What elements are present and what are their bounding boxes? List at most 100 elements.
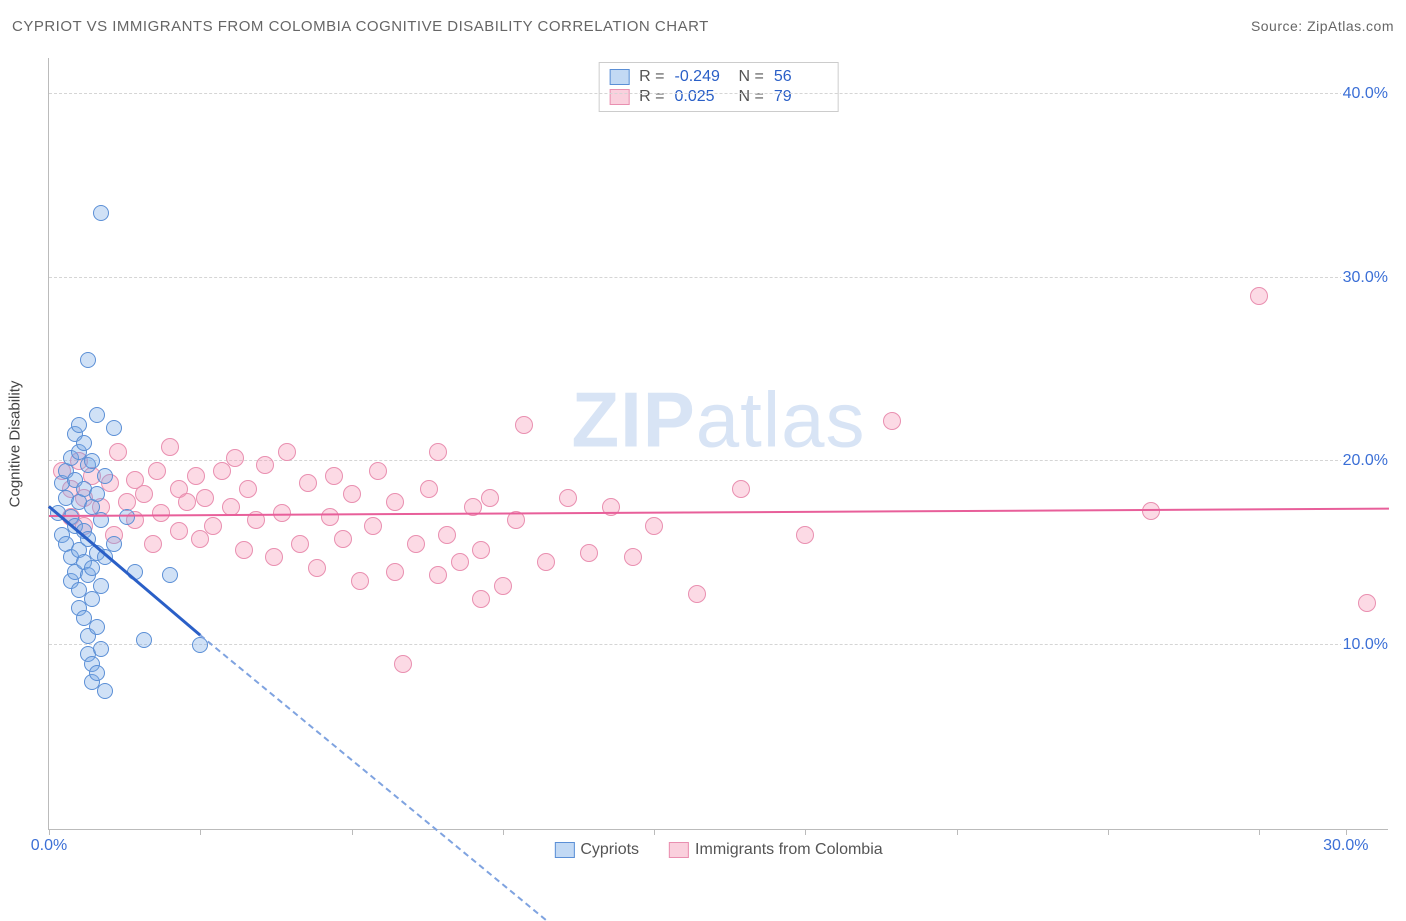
legend-label: Immigrants from Colombia — [695, 841, 883, 858]
x-tick — [1346, 829, 1347, 835]
scatter-point-pink — [334, 530, 352, 548]
x-tick — [352, 829, 353, 835]
chart-title: CYPRIOT VS IMMIGRANTS FROM COLOMBIA COGN… — [12, 18, 709, 35]
scatter-point-pink — [1358, 594, 1376, 612]
legend-swatch-blue — [554, 842, 574, 858]
trend-line — [49, 507, 1389, 516]
bottom-legend: Cypriots Immigrants from Colombia — [554, 841, 882, 859]
scatter-point-pink — [481, 489, 499, 507]
scatter-point-pink — [325, 467, 343, 485]
y-axis-label: Cognitive Disability — [7, 380, 24, 507]
r-label: R = — [639, 68, 664, 86]
scatter-point-blue — [136, 632, 152, 648]
scatter-point-blue — [97, 683, 113, 699]
scatter-point-pink — [386, 493, 404, 511]
scatter-point-pink — [429, 566, 447, 584]
scatter-point-blue — [93, 641, 109, 657]
scatter-point-pink — [537, 553, 555, 571]
scatter-point-pink — [278, 443, 296, 461]
n-label: N = — [739, 68, 764, 86]
scatter-point-pink — [688, 585, 706, 603]
scatter-point-pink — [161, 438, 179, 456]
scatter-point-pink — [494, 577, 512, 595]
scatter-point-blue — [80, 352, 96, 368]
x-tick — [1108, 829, 1109, 835]
scatter-point-pink — [732, 480, 750, 498]
scatter-point-pink — [144, 535, 162, 553]
gridline — [49, 277, 1388, 278]
scatter-point-pink — [239, 480, 257, 498]
scatter-point-pink — [796, 526, 814, 544]
gridline — [49, 644, 1388, 645]
legend-swatch-pink — [669, 842, 689, 858]
x-tick — [503, 829, 504, 835]
watermark-zip: ZIP — [571, 376, 695, 464]
scatter-point-blue — [93, 578, 109, 594]
scatter-point-pink — [451, 553, 469, 571]
n-label: N = — [739, 88, 764, 106]
scatter-point-pink — [196, 489, 214, 507]
scatter-point-pink — [321, 508, 339, 526]
trend-line — [200, 634, 547, 920]
scatter-point-pink — [369, 462, 387, 480]
scatter-point-blue — [89, 407, 105, 423]
scatter-point-pink — [343, 485, 361, 503]
y-tick-label: 40.0% — [1341, 85, 1390, 103]
source-label: Source: ZipAtlas.com — [1251, 18, 1394, 35]
scatter-point-pink — [624, 548, 642, 566]
scatter-point-pink — [515, 416, 533, 434]
legend-swatch-blue — [609, 69, 629, 85]
scatter-point-pink — [420, 480, 438, 498]
gridline — [49, 460, 1388, 461]
scatter-point-pink — [299, 474, 317, 492]
scatter-point-pink — [559, 489, 577, 507]
scatter-point-pink — [351, 572, 369, 590]
y-tick-label: 30.0% — [1341, 269, 1390, 287]
scatter-point-pink — [187, 467, 205, 485]
y-tick-label: 20.0% — [1341, 452, 1390, 470]
watermark: ZIPatlas — [571, 375, 865, 466]
x-tick — [1259, 829, 1260, 835]
scatter-point-pink — [386, 563, 404, 581]
scatter-point-pink — [152, 504, 170, 522]
scatter-point-blue — [106, 536, 122, 552]
scatter-point-pink — [265, 548, 283, 566]
scatter-point-blue — [93, 205, 109, 221]
watermark-atlas: atlas — [696, 376, 866, 464]
x-tick — [957, 829, 958, 835]
scatter-point-pink — [472, 541, 490, 559]
scatter-point-pink — [429, 443, 447, 461]
title-bar: CYPRIOT VS IMMIGRANTS FROM COLOMBIA COGN… — [12, 18, 1394, 35]
n-value: 79 — [774, 88, 828, 106]
scatter-point-pink — [170, 522, 188, 540]
scatter-point-pink — [364, 517, 382, 535]
r-value: -0.249 — [675, 68, 729, 86]
legend-label: Cypriots — [580, 841, 639, 858]
stats-row: R =0.025N =79 — [609, 87, 828, 107]
scatter-point-blue — [84, 453, 100, 469]
scatter-point-blue — [84, 560, 100, 576]
scatter-point-pink — [645, 517, 663, 535]
x-tick — [200, 829, 201, 835]
scatter-point-pink — [148, 462, 166, 480]
legend-item: Immigrants from Colombia — [669, 841, 883, 859]
r-label: R = — [639, 88, 664, 106]
scatter-point-blue — [71, 417, 87, 433]
scatter-point-pink — [256, 456, 274, 474]
legend-item: Cypriots — [554, 841, 639, 859]
scatter-point-pink — [883, 412, 901, 430]
scatter-point-pink — [308, 559, 326, 577]
scatter-point-pink — [394, 655, 412, 673]
scatter-point-blue — [106, 420, 122, 436]
scatter-point-blue — [89, 486, 105, 502]
scatter-point-blue — [76, 435, 92, 451]
x-tick-label: 30.0% — [1323, 837, 1368, 855]
scatter-point-pink — [438, 526, 456, 544]
scatter-point-pink — [1142, 502, 1160, 520]
scatter-point-pink — [109, 443, 127, 461]
scatter-point-pink — [1250, 287, 1268, 305]
stats-legend-box: R =-0.249N =56R =0.025N =79 — [598, 62, 839, 112]
scatter-point-pink — [580, 544, 598, 562]
scatter-point-blue — [89, 619, 105, 635]
scatter-point-pink — [204, 517, 222, 535]
